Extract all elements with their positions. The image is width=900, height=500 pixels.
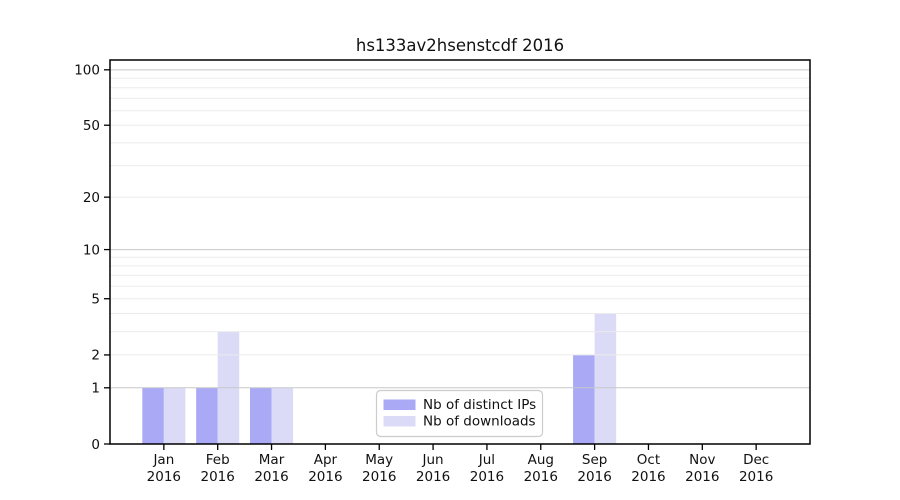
bar-distinct-ips-jan xyxy=(142,387,164,444)
chart-title: hs133av2hsenstcdf 2016 xyxy=(356,36,564,55)
legend-label-downloads: Nb of downloads xyxy=(423,414,536,430)
bar-distinct-ips-mar xyxy=(250,387,272,444)
x-tick-label-month-jun: Jun xyxy=(422,452,444,468)
y-tick-label-10: 10 xyxy=(83,242,100,258)
bar-distinct-ips-feb xyxy=(196,387,218,444)
x-tick-label-month-mar: Mar xyxy=(259,452,285,468)
x-tick-label-month-apr: Apr xyxy=(314,452,338,468)
x-tick-label-year-dec: 2016 xyxy=(739,469,773,485)
x-tick-label-month-sep: Sep xyxy=(582,452,607,468)
x-tick-label-year-mar: 2016 xyxy=(254,469,288,485)
legend-box xyxy=(375,389,544,438)
x-tick-label-month-jan: Jan xyxy=(152,452,174,468)
legend-swatch-distinct-ips xyxy=(383,399,416,410)
x-tick-label-year-aug: 2016 xyxy=(524,469,558,485)
bar-downloads-sep xyxy=(594,313,617,444)
bar-downloads-mar xyxy=(271,387,294,444)
x-tick-label-year-may: 2016 xyxy=(362,469,396,485)
x-tick-label-year-jul: 2016 xyxy=(470,469,504,485)
x-tick-label-year-oct: 2016 xyxy=(631,469,665,485)
y-tick-label-20: 20 xyxy=(83,190,100,206)
y-tick-label-0: 0 xyxy=(91,437,100,453)
x-tick-label-year-apr: 2016 xyxy=(308,469,342,485)
x-tick-label-month-oct: Oct xyxy=(637,452,660,468)
x-tick-label-month-jul: Jul xyxy=(478,452,495,468)
x-tick-label-month-aug: Aug xyxy=(528,452,554,468)
x-tick-label-year-jun: 2016 xyxy=(416,469,450,485)
x-tick-label-year-sep: 2016 xyxy=(577,469,611,485)
y-tick-label-50: 50 xyxy=(83,118,100,134)
bar-distinct-ips-sep xyxy=(573,354,595,444)
y-tick-label-5: 5 xyxy=(91,292,100,308)
plot-border xyxy=(109,59,811,445)
legend-label-distinct-ips: Nb of distinct IPs xyxy=(423,397,536,413)
y-tick-label-1: 1 xyxy=(91,381,100,397)
x-tick-label-year-feb: 2016 xyxy=(201,469,235,485)
bar-downloads-jan xyxy=(163,387,186,444)
y-tick-label-100: 100 xyxy=(74,63,100,79)
x-tick-label-year-jan: 2016 xyxy=(147,469,181,485)
legend-swatch-downloads xyxy=(383,416,416,427)
x-tick-label-month-feb: Feb xyxy=(206,452,230,468)
x-tick-label-month-nov: Nov xyxy=(689,452,715,468)
x-tick-label-month-dec: Dec xyxy=(743,452,769,468)
x-tick-label-year-nov: 2016 xyxy=(685,469,719,485)
y-tick-label-2: 2 xyxy=(91,348,100,364)
x-tick-label-month-may: May xyxy=(365,452,393,468)
